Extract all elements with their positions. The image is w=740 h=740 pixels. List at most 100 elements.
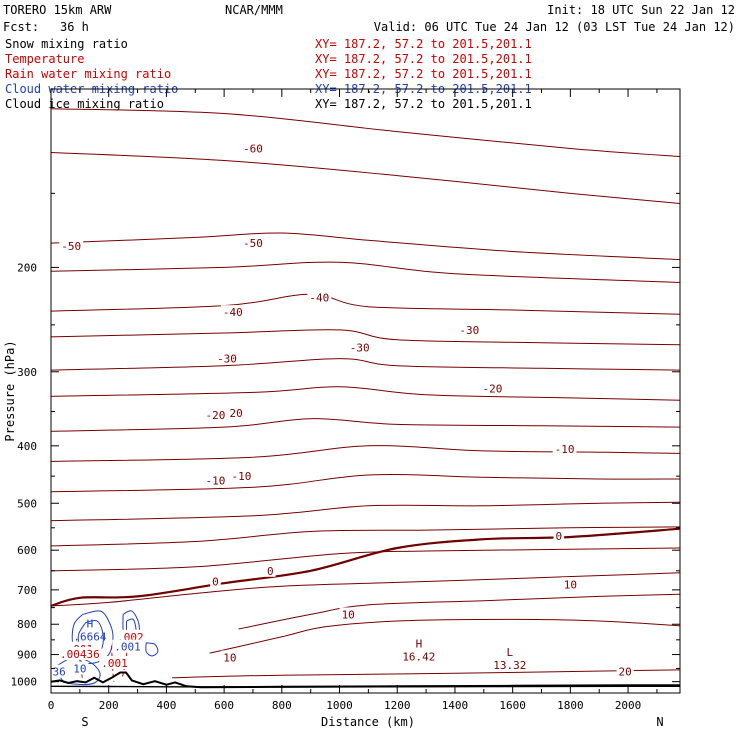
isotherm-line [50, 232, 681, 261]
mixing-ratio-label-bg [112, 639, 143, 653]
org-label: NCAR/MMM [225, 3, 283, 17]
mixing-ratio-label: .001 [101, 657, 128, 670]
isotherm-label: -30 [217, 353, 237, 366]
init-time: Init: 18 UTC Sun 22 Jan 12 [547, 3, 735, 17]
isotherm-label-bg [241, 236, 265, 250]
isotherm-line [50, 526, 681, 547]
isotherm-label-bg [210, 574, 221, 588]
isotherm-label-bg [264, 563, 276, 577]
isotherm-line [50, 572, 681, 607]
mixing-ratio-label: 10 [73, 662, 86, 675]
isotherm-label: -60 [243, 142, 263, 155]
isotherm-label: -30 [350, 342, 370, 355]
isotherm-label: 0 [267, 565, 274, 578]
isotherm-line [238, 593, 681, 630]
isotherm-line [50, 293, 681, 315]
isotherm-line [50, 261, 681, 283]
axes: 0 200 400 600 800 1000 1200 1400 1600 1800 2000200… [11, 89, 680, 712]
extremum-marker: H [416, 637, 423, 650]
isotherm-label: 20 [619, 666, 632, 679]
y-tick-label: 200 [17, 261, 37, 274]
extremum-value: 16.42 [402, 650, 435, 663]
x-tick-label: 1800 [557, 699, 584, 712]
isotherm-label-bg [347, 340, 372, 354]
fcst-value: 36 h [60, 20, 89, 34]
isotherm-label-bg [561, 577, 579, 591]
isotherm-label-bg [220, 305, 245, 319]
extremum-value: 13.32 [493, 659, 526, 672]
mixing-ratio-label: .001 [114, 641, 141, 654]
isotherm-label: -30 [459, 324, 479, 337]
terrain-floor [50, 685, 681, 688]
x-tick-label: 200 [99, 699, 119, 712]
isotherm-label: -40 [223, 306, 243, 319]
isotherm-label-bg [215, 351, 239, 365]
y-tick-label: 800 [17, 618, 37, 631]
x-tick-label: 1200 [384, 699, 411, 712]
plot-frame [50, 88, 681, 694]
isotherm-label: 10 [564, 578, 577, 591]
x-axis-label: Distance (km) [321, 715, 415, 729]
model-title: TORERO 15km ARW [3, 3, 112, 17]
isotherm-line [209, 618, 681, 654]
isotherm-label-bg [203, 473, 228, 487]
isotherm-label-bg [553, 529, 565, 543]
field-xy-1: XY= 187.2, 57.2 to 201.5,201.1 [315, 52, 532, 66]
isotherm-label-bg [552, 442, 577, 456]
fcst-label: Fcst: [3, 20, 39, 34]
isotherm-line [50, 358, 681, 371]
mixing-ratio-label-bg [50, 664, 68, 678]
isotherm-line [50, 329, 681, 346]
isotherm-label: 10 [223, 651, 236, 664]
field-xy-0: XY= 187.2, 57.2 to 201.5,201.1 [315, 37, 532, 51]
isotherm-line [50, 547, 681, 572]
rain-water-contour [78, 645, 84, 681]
x-tick-label: 2000 [615, 699, 642, 712]
field-xy-4: XY= 187.2, 57.2 to 201.5,201.1 [315, 97, 532, 111]
x-tick-label: 1400 [442, 699, 469, 712]
isotherm-label: -10 [555, 443, 575, 456]
extremum-value: .6664 [73, 630, 106, 643]
isotherm-label-bg [229, 469, 254, 483]
field-name-2: Rain water mixing ratio [5, 67, 171, 81]
isotherm-line [50, 418, 681, 432]
isotherm-label: -50 [61, 240, 81, 253]
isotherm-line [50, 474, 681, 493]
extremum-marker: H [87, 617, 94, 630]
isotherm-label: -20 [223, 407, 243, 420]
isotherm-label: -40 [309, 292, 329, 305]
isotherm-line [50, 152, 681, 204]
field-name-1: Temperature [5, 52, 84, 66]
field-name-4: Cloud ice mixing ratio [5, 97, 164, 111]
y-tick-label: 1000 [11, 676, 38, 689]
isotherm-line [50, 501, 681, 522]
x-tick-label: 800 [272, 699, 292, 712]
y-tick-label: 500 [17, 497, 37, 510]
field-xy-2: XY= 187.2, 57.2 to 201.5,201.1 [315, 67, 532, 81]
mixing-ratio-label-bg [58, 646, 102, 660]
y-tick-label: 600 [17, 544, 37, 557]
isotherm-line [50, 108, 681, 157]
contour-labels: -60-50 -50-40-40-30-30-30-20-20-20-10-10-… [50, 141, 634, 679]
isotherm-label-bg [59, 238, 84, 252]
isotherm-label-bg [339, 607, 357, 621]
temperature-contours [50, 108, 681, 679]
y-tick-label: 900 [17, 649, 37, 662]
isotherm-line [50, 445, 681, 462]
isotherm-label: 0 [212, 576, 219, 589]
y-tick-label: 300 [17, 366, 37, 379]
isotherm-label: -10 [206, 475, 226, 488]
isotherm-label: 10 [342, 608, 355, 621]
isotherm-label-bg [221, 650, 239, 664]
y-tick-label: 400 [17, 440, 37, 453]
mixing-ratio-label: .00436 [60, 648, 100, 661]
isotherm-line [50, 386, 681, 401]
x-end-label-left: S [81, 715, 88, 729]
x-tick-label: 600 [214, 699, 234, 712]
isotherm-label: -20 [206, 409, 226, 422]
x-tick-label: 1000 [326, 699, 353, 712]
mixing-ratio-label-bg [115, 629, 146, 643]
x-end-label-right: N [656, 715, 663, 729]
